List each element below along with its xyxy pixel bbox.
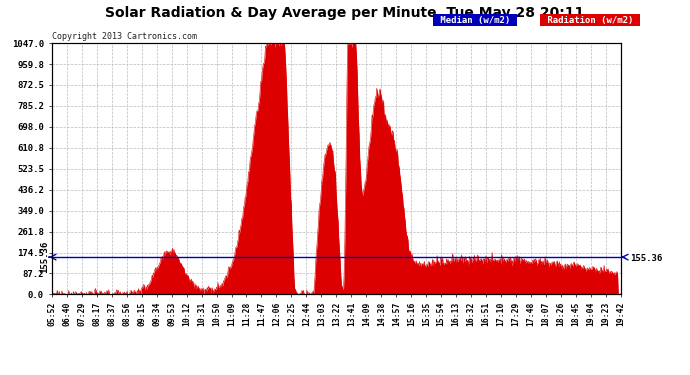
Text: Median (w/m2): Median (w/m2) [435, 16, 515, 25]
Text: 155.36: 155.36 [40, 241, 49, 273]
Text: Radiation (w/m2): Radiation (w/m2) [542, 16, 638, 25]
Text: Solar Radiation & Day Average per Minute  Tue May 28 20:11: Solar Radiation & Day Average per Minute… [106, 6, 584, 20]
Text: Copyright 2013 Cartronics.com: Copyright 2013 Cartronics.com [52, 32, 197, 41]
